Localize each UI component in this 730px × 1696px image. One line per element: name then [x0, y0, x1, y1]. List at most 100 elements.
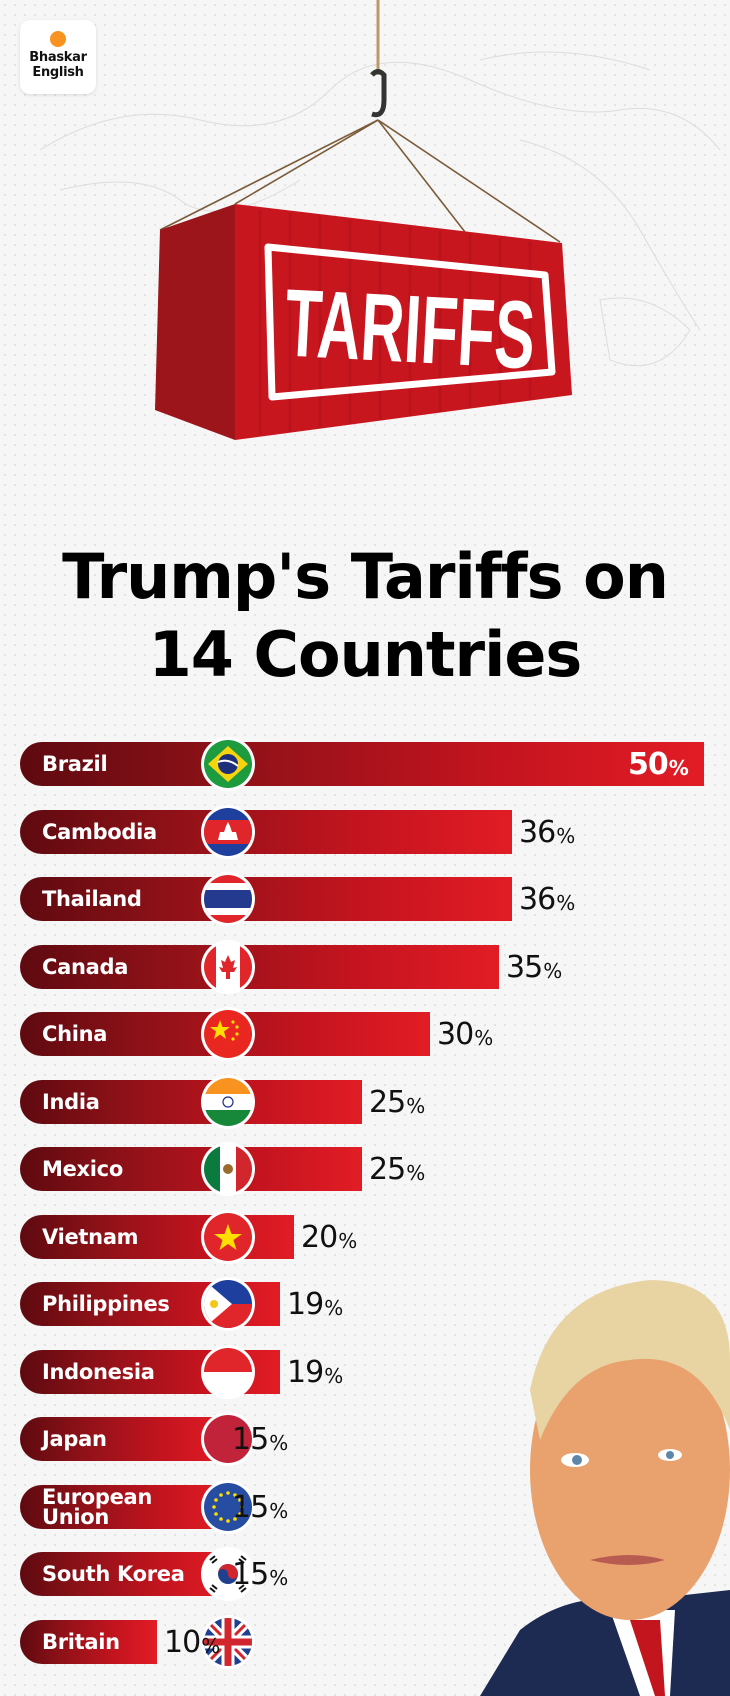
value-label: 15% — [232, 1552, 288, 1596]
bar-row: Thailand 36% — [20, 872, 730, 926]
percent-sign: % — [543, 959, 562, 983]
percent-sign: % — [406, 1094, 425, 1118]
tariffs-container-illustration: TARIFFS — [39, 0, 721, 440]
country-label: Cambodia — [42, 820, 157, 844]
india-flag-icon — [201, 1075, 255, 1129]
title-line1: Trump's Tariffs on — [62, 540, 669, 613]
value-label: 15% — [232, 1485, 288, 1529]
value-number: 30 — [437, 1016, 474, 1052]
value-label: 36% — [519, 810, 575, 854]
country-label: Thailand — [42, 887, 142, 911]
value-number: 15 — [232, 1556, 269, 1592]
bar-south-korea — [20, 1552, 225, 1596]
percent-sign: % — [338, 1229, 357, 1253]
percent-sign: % — [474, 1026, 493, 1050]
value-label: 35% — [506, 945, 562, 989]
bar-row: Brazil 50% — [20, 737, 730, 791]
uk-flag-icon — [201, 1615, 255, 1669]
crane-hook-icon — [370, 69, 387, 118]
country-label: Vietnam — [42, 1225, 139, 1249]
value-label: 50% — [628, 742, 689, 786]
value-number: 19 — [287, 1354, 324, 1390]
value-number: 19 — [287, 1286, 324, 1322]
bar-row: Britain 10% — [20, 1615, 730, 1669]
country-label: Mexico — [42, 1157, 123, 1181]
bar-row: Cambodia 36% — [20, 805, 730, 859]
value-label: 30% — [437, 1012, 493, 1056]
bar-row: India 25% — [20, 1075, 730, 1129]
brazil-flag-icon — [201, 737, 255, 791]
value-label: 25% — [369, 1147, 425, 1191]
country-label: Japan — [42, 1427, 107, 1451]
value-number: 25 — [369, 1151, 406, 1187]
bar-european-union — [20, 1485, 225, 1529]
china-flag-icon — [201, 1007, 255, 1061]
value-number: 20 — [301, 1219, 338, 1255]
percent-sign: % — [556, 824, 575, 848]
country-label: India — [42, 1090, 100, 1114]
ropes — [159, 119, 561, 243]
bar-row: European Union 15% — [20, 1480, 730, 1534]
value-number: 15 — [232, 1489, 269, 1525]
percent-sign: % — [201, 1634, 220, 1658]
vietnam-flag-icon — [201, 1210, 255, 1264]
bar-row: Indonesia 19% — [20, 1345, 730, 1399]
value-number: 25 — [369, 1084, 406, 1120]
bar-thailand — [20, 877, 512, 921]
bar-japan — [20, 1417, 225, 1461]
percent-sign: % — [269, 1499, 288, 1523]
logo-line1: Bhaskar — [29, 50, 87, 65]
value-label: 19% — [287, 1350, 343, 1394]
value-label: 10% — [164, 1620, 220, 1664]
value-number: 10 — [164, 1624, 201, 1660]
bar-row: Vietnam 20% — [20, 1210, 730, 1264]
percent-sign: % — [324, 1296, 343, 1320]
value-number: 36 — [519, 881, 556, 917]
country-label: Brazil — [42, 752, 108, 776]
country-label: China — [42, 1022, 108, 1046]
bar-row: China 30% — [20, 1007, 730, 1061]
percent-sign: % — [269, 1431, 288, 1455]
indonesia-flag-icon — [201, 1345, 255, 1399]
country-label: Indonesia — [42, 1360, 155, 1384]
country-label: Canada — [42, 955, 129, 979]
south-korea-flag-icon — [201, 1547, 255, 1601]
bar-row: Canada 35% — [20, 940, 730, 994]
percent-sign: % — [324, 1364, 343, 1388]
country-label: South Korea — [42, 1562, 185, 1586]
value-label: 19% — [287, 1282, 343, 1326]
percent-sign: % — [556, 891, 575, 915]
sun-icon — [50, 31, 66, 47]
value-label: 25% — [369, 1080, 425, 1124]
trump-portrait — [480, 1280, 730, 1696]
country-label: European Union — [42, 1485, 153, 1529]
bar-mexico — [20, 1147, 362, 1191]
percent-sign: % — [269, 1566, 288, 1590]
bar-row: South Korea 15% — [20, 1547, 730, 1601]
bar-india — [20, 1080, 362, 1124]
percent-sign: % — [668, 756, 689, 780]
bar-canada — [20, 945, 499, 989]
bar-row: Mexico 25% — [20, 1142, 730, 1196]
canada-flag-icon — [201, 940, 255, 994]
bar-row: Japan 15% — [20, 1412, 730, 1466]
bar-row: Philippines 19% — [20, 1277, 730, 1331]
country-label: Britain — [42, 1630, 120, 1654]
bar-britain — [20, 1620, 157, 1664]
country-label: Philippines — [42, 1292, 170, 1316]
tariffs-text: TARIFFS — [282, 270, 537, 390]
bar-cambodia — [20, 810, 512, 854]
value-label: 20% — [301, 1215, 357, 1259]
value-label: 36% — [519, 877, 575, 921]
mexico-flag-icon — [201, 1142, 255, 1196]
value-number: 35 — [506, 949, 543, 985]
title-line2: 14 Countries — [148, 618, 583, 691]
percent-sign: % — [406, 1161, 425, 1185]
world-map-background — [39, 51, 721, 367]
eu-flag-icon — [201, 1480, 255, 1534]
logo-line2: English — [32, 65, 84, 80]
value-number: 50 — [628, 746, 669, 782]
bhaskar-english-logo: Bhaskar English — [20, 20, 96, 94]
bar-brazil — [20, 742, 704, 786]
